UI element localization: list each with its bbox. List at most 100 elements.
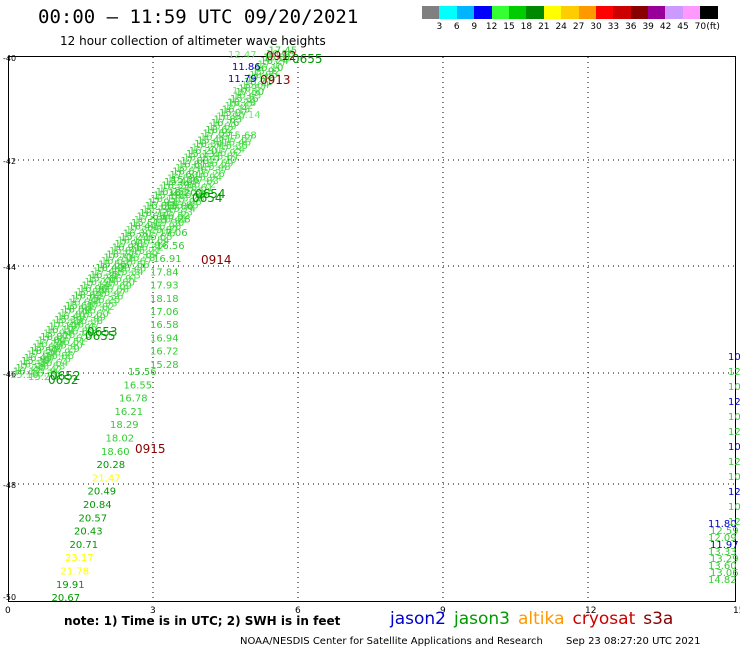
legend-swatch <box>648 6 666 19</box>
swh-value-dense: 16.96 <box>79 284 108 295</box>
legend-swatch <box>682 6 701 19</box>
swh-value-dense: 18.62 <box>205 125 234 136</box>
swh-value-right-edge: 11.97 <box>710 540 739 551</box>
swh-value-dense: 18.11 <box>150 194 179 205</box>
pass-time-label: 0915 <box>135 442 166 456</box>
swh-value-dense: 15.20 <box>28 372 57 383</box>
swh-value-dense: 17.96 <box>173 197 202 208</box>
swh-value-dense: 17.65 <box>137 211 166 222</box>
swh-value-dense: 16.38 <box>74 316 103 327</box>
swh-value-dense: 16.64 <box>40 358 69 369</box>
swh-value-mid: 16.91 <box>153 254 182 265</box>
swh-value-dense: 16.25 <box>156 187 185 198</box>
swh-value-dense: 16.17 <box>13 367 42 378</box>
legend-swatch <box>561 6 579 19</box>
legend-label: 36 <box>625 22 637 32</box>
pass-time-label: 0914 <box>201 253 232 267</box>
swh-value-dense: 17.17 <box>258 60 287 71</box>
swh-value-mid: 16.72 <box>150 347 179 358</box>
legend-label: 42 <box>659 22 672 32</box>
swh-value-dense: 17.14 <box>82 280 111 291</box>
y-tick-label: -50 <box>3 593 16 602</box>
swh-value-upper: 12.15 <box>228 98 257 109</box>
swh-value-dense: 17.37 <box>199 166 228 177</box>
swh-value-dense: 17.56 <box>121 260 150 271</box>
map-plot-area <box>8 56 736 602</box>
swh-value-lower: 21.78 <box>61 567 90 578</box>
swh-value-dense: 16.32 <box>135 243 164 254</box>
swh-value-dense: 15.51 <box>131 218 160 229</box>
swh-value-dense: 15.35 <box>219 141 248 152</box>
swh-value-mid: 15.86 <box>165 201 194 212</box>
legend-swatch <box>508 6 527 19</box>
swh-value-mid: 18.18 <box>150 294 179 305</box>
legend-swatch <box>700 6 718 19</box>
swh-value-dense: 16.84 <box>66 327 95 338</box>
legend-label: 18 <box>520 22 533 32</box>
swh-value-dense: 17.55 <box>203 129 232 140</box>
swh-value-dense: 15.74 <box>175 163 204 174</box>
swh-value-dense: 16.45 <box>24 353 53 364</box>
swh-value-dense: 17.75 <box>71 294 100 305</box>
satellite-label-cryosat: cryosat <box>572 609 636 629</box>
swh-value-dense: 15.84 <box>109 246 138 257</box>
swh-value-dense: 17.69 <box>103 281 132 292</box>
legend-label: 27 <box>572 22 585 32</box>
pass-time-label: 0913 <box>260 73 291 87</box>
swh-value-dense: 17.22 <box>225 101 254 112</box>
map-title: 00:00 – 11:59 UTC 09/20/2021 <box>38 6 359 28</box>
swh-value-dense: 17.83 <box>190 176 219 187</box>
legend-label: 30 <box>590 22 602 32</box>
legend-swatch <box>613 6 631 19</box>
swh-value-dense: 15.38 <box>21 356 50 367</box>
legend-label: 15 <box>503 22 515 32</box>
swh-value-upper: 12.47 <box>228 50 257 61</box>
swh-value-right-edge: 12 <box>728 487 740 498</box>
swh-value-dense: 17.80 <box>38 336 67 347</box>
swh-value-dense: 17.42 <box>93 267 122 278</box>
swh-value-dense: 17.82 <box>86 302 115 313</box>
swh-value-lower: 18.02 <box>106 434 135 445</box>
swh-value-mid: 15.28 <box>150 360 179 371</box>
legend-label: (ft) <box>706 22 720 32</box>
swh-value-dense: 17.32 <box>159 184 188 195</box>
swh-value-dense: 18.82 <box>73 291 102 302</box>
swh-value-dense: 18.26 <box>51 318 80 329</box>
swh-value-dense: 16.97 <box>48 348 77 359</box>
swh-value-lower: 20.49 <box>88 487 117 498</box>
legend-swatch <box>474 6 492 19</box>
swh-value-dense: 16.85 <box>170 201 199 212</box>
swh-value-dense: 17.93 <box>148 198 177 209</box>
legend-label: 12 <box>485 22 498 32</box>
swh-value-right-edge: 11.80 <box>708 519 737 530</box>
swh-value-right-edge: 12 <box>728 367 740 378</box>
swh-value-right-edge: 13.60 <box>708 561 737 572</box>
swh-value-lower: 20.84 <box>83 500 112 511</box>
swh-value-dense: 15.74 <box>167 204 196 215</box>
y-tick-label: -48 <box>3 481 16 490</box>
swh-value-dense: 15.60 <box>80 309 109 320</box>
swh-value-dense: 16.51 <box>57 337 86 348</box>
swh-value-dense: 18.90 <box>216 111 245 122</box>
swh-value-dense: 15.36 <box>230 94 259 105</box>
swh-value-dense: 17.23 <box>112 271 141 282</box>
swh-value-dense: 16.40 <box>57 311 86 322</box>
swh-value-dense: 15.94 <box>43 329 72 340</box>
swh-value-dense: 15.21 <box>132 246 161 257</box>
swh-value-dense: 18.67 <box>172 166 201 177</box>
units-note: note: 1) Time is in UTC; 2) SWH is in fe… <box>64 614 341 628</box>
swh-value-lower: 21.47 <box>92 473 121 484</box>
swh-value-dense: 15.61 <box>65 301 94 312</box>
swh-value-dense: 15.40 <box>54 341 83 352</box>
swh-value-dense: 16.52 <box>161 211 190 222</box>
swh-value-upper: 15.14 <box>232 110 261 121</box>
swh-value-dense: 16.73 <box>35 339 64 350</box>
swh-value-dense: 16.92 <box>214 148 243 159</box>
swh-value-dense: 16.59 <box>205 159 234 170</box>
swh-value-right-edge: 10 <box>728 412 740 423</box>
satellite-label-jason3: jason3 <box>454 609 510 629</box>
swh-value-dense: 18.59 <box>29 346 58 357</box>
legend-label: 9 <box>471 22 478 32</box>
legend-swatch <box>422 6 440 19</box>
